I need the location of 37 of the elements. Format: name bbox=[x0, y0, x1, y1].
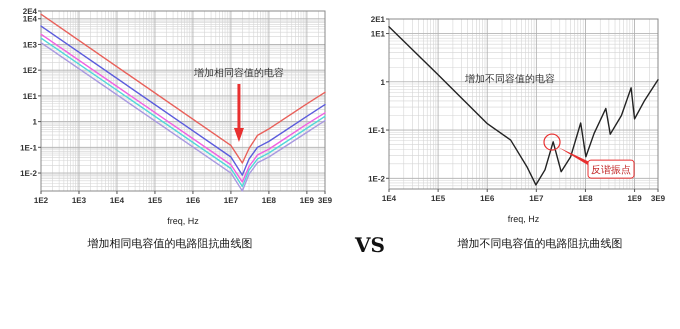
y-tick-label: 2E1 bbox=[370, 15, 386, 24]
x-tick-label: 1E7 bbox=[224, 196, 239, 205]
x-tick-label: 1E2 bbox=[34, 196, 49, 205]
x-tick-label: 1E8 bbox=[262, 196, 277, 205]
y-tick-label: 1E2 bbox=[22, 66, 38, 76]
x-tick-label: 1E5 bbox=[148, 196, 163, 205]
x-axis-title: freq, Hz bbox=[167, 216, 200, 226]
text: VS bbox=[354, 233, 385, 257]
y-tick-label: 2E4 bbox=[22, 7, 38, 16]
x-tick-label: 1E9 bbox=[300, 196, 315, 205]
y-tick-label: 1E1 bbox=[22, 92, 38, 101]
y-tick-label: 1E-1 bbox=[20, 143, 38, 152]
y-tick-label: 1E-1 bbox=[368, 126, 386, 136]
y-tick-label: 1E1 bbox=[370, 30, 386, 39]
x-tick-label: 1E8 bbox=[578, 194, 594, 203]
x-tick-label: 1E5 bbox=[430, 194, 446, 203]
annotation: 增加相同容值的电容 bbox=[192, 67, 284, 80]
x-tick-label: 1E3 bbox=[72, 196, 87, 205]
x-tick-label: 1E4 bbox=[110, 196, 125, 205]
y-tick-label: 1E4 bbox=[22, 14, 38, 24]
x-tick-label: 1E6 bbox=[186, 196, 201, 205]
x-axis-title: freq, Hz bbox=[508, 214, 540, 224]
y-tick-label: 1E-2 bbox=[20, 169, 38, 178]
x-tick-label: 1E9 bbox=[627, 194, 642, 203]
text: 增加不同电容值的电路阻抗曲线图 bbox=[456, 237, 622, 250]
x-tick-label: 3E9 bbox=[650, 194, 666, 203]
y-tick-label: 1 bbox=[380, 78, 386, 87]
y-tick-label: 1 bbox=[32, 118, 38, 127]
text: 增加相同电容值的电路阻抗曲线图 bbox=[86, 237, 252, 250]
y-tick-label: 1E-2 bbox=[368, 174, 386, 184]
y-tick-label: 1E3 bbox=[22, 40, 38, 50]
x-tick-label: 1E6 bbox=[480, 194, 495, 203]
annotation: 增加不同容值的电容 bbox=[464, 73, 556, 85]
x-tick-label: 1E4 bbox=[382, 194, 397, 203]
annotation: 反谐振点 bbox=[591, 164, 632, 176]
x-tick-label: 3E9 bbox=[318, 196, 333, 205]
x-tick-label: 1E7 bbox=[529, 194, 544, 203]
